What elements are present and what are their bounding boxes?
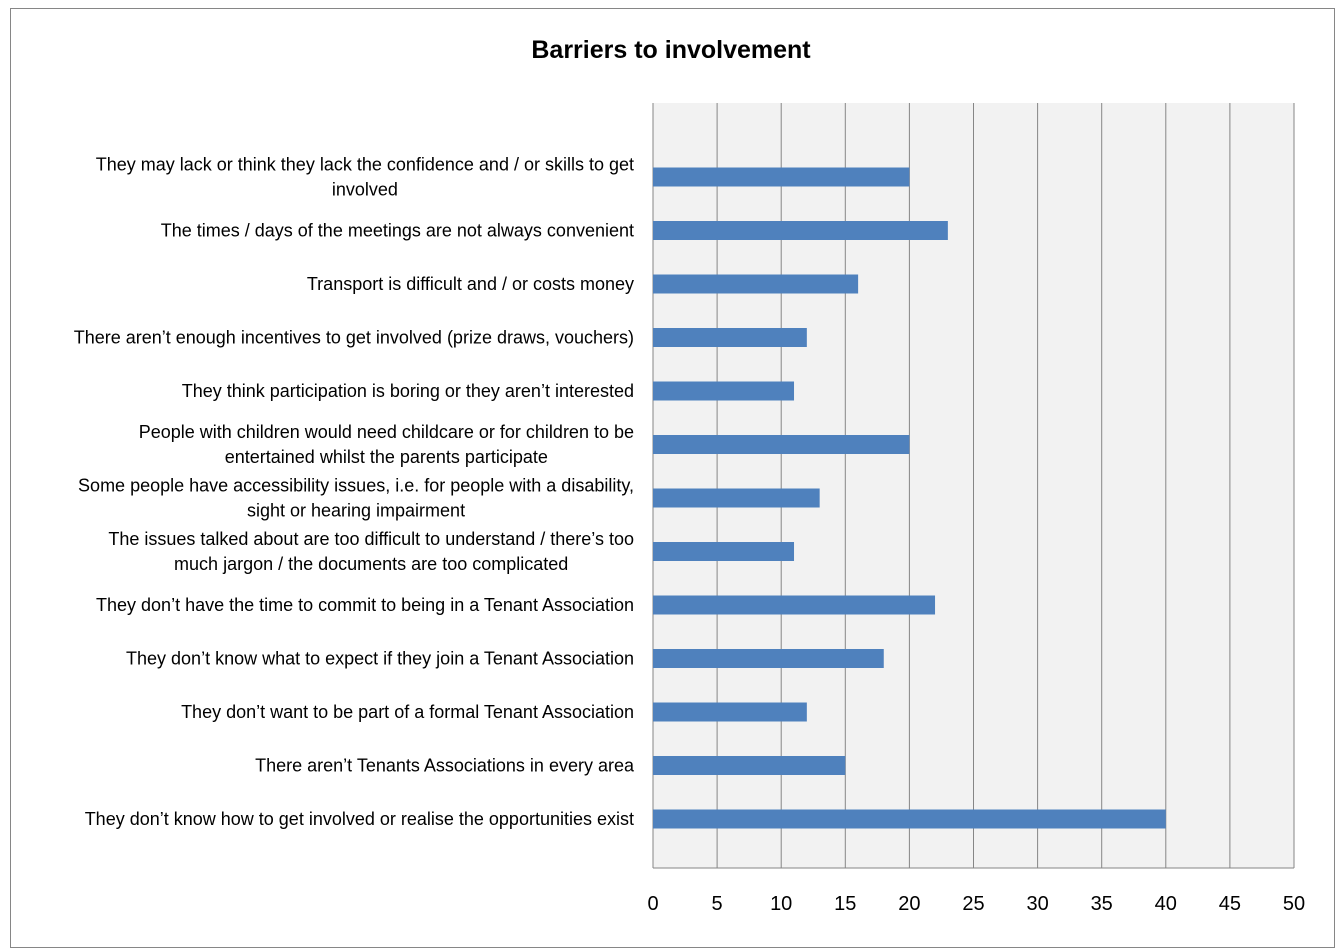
category-label: They may lack or think they lack the con…: [96, 155, 634, 200]
x-tick-label: 40: [1155, 893, 1177, 915]
category-label: Some people have accessibility issues, i…: [78, 476, 634, 521]
x-tick-label: 25: [962, 893, 984, 915]
bar: [653, 756, 846, 775]
bar: [653, 649, 884, 668]
bar: [653, 542, 795, 561]
bar: [653, 167, 910, 187]
x-tick-label: 50: [1283, 893, 1305, 915]
bar: [653, 435, 910, 454]
category-label: Transport is difficult and / or costs mo…: [307, 274, 634, 294]
bar: [653, 221, 948, 240]
category-label: The issues talked about are too difficul…: [108, 529, 634, 574]
bar: [653, 274, 859, 294]
category-label: The times / days of the meetings are not…: [161, 221, 634, 241]
x-tick-label: 0: [647, 893, 658, 915]
x-tick-label: 35: [1091, 893, 1113, 915]
bar: [653, 381, 795, 401]
category-label: They don’t know what to expect if they j…: [126, 649, 634, 669]
bar: [653, 595, 936, 615]
category-label: They think participation is boring or th…: [182, 381, 634, 401]
chart-title: Barriers to involvement: [531, 36, 811, 64]
category-label: There aren’t Tenants Associations in eve…: [255, 756, 635, 776]
x-tick-label: 20: [898, 893, 920, 915]
x-tick-label: 15: [834, 893, 856, 915]
category-label: They don’t want to be part of a formal T…: [181, 702, 634, 722]
x-tick-label: 30: [1026, 893, 1048, 915]
category-label: They don’t have the time to commit to be…: [96, 595, 634, 615]
bar: [653, 328, 807, 347]
x-tick-label: 45: [1219, 893, 1241, 915]
category-label: They don’t know how to get involved or r…: [85, 809, 634, 829]
x-tick-label: 5: [712, 893, 723, 915]
bar: [653, 809, 1166, 829]
category-label: There aren’t enough incentives to get in…: [74, 328, 634, 348]
bar: [653, 488, 820, 508]
bar: [653, 702, 807, 722]
x-tick-label: 10: [770, 893, 792, 915]
category-label: People with children would need childcar…: [139, 422, 634, 467]
